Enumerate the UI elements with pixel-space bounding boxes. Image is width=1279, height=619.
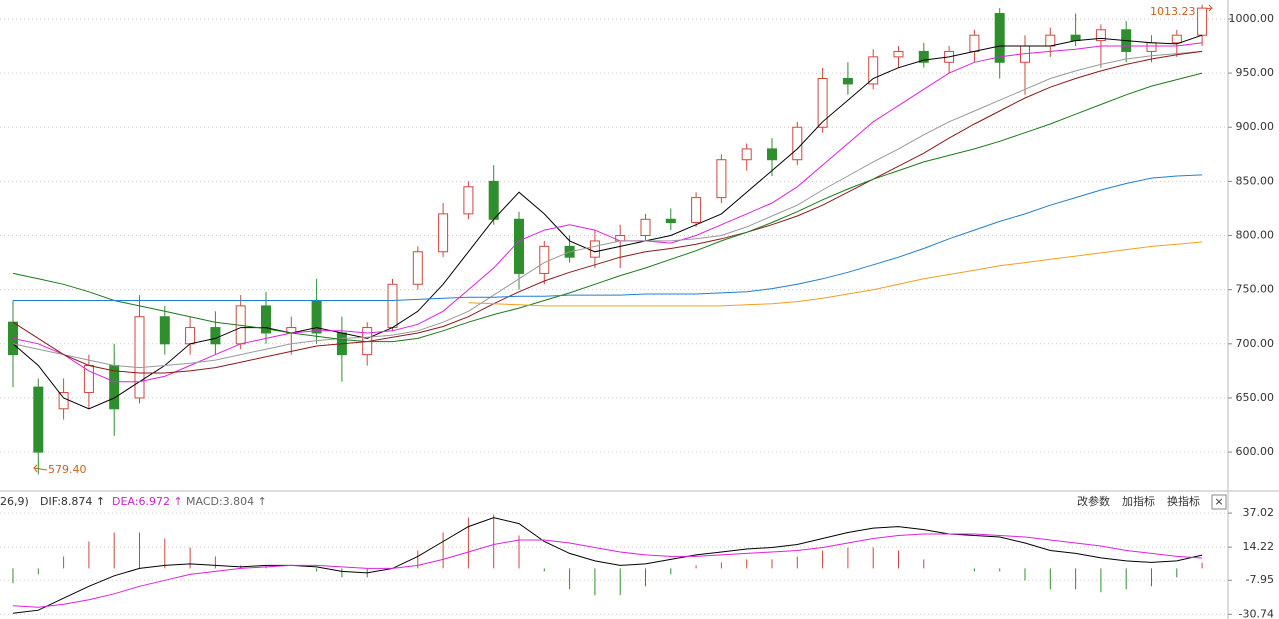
candle-body	[1171, 34, 1182, 44]
candle-body	[539, 245, 550, 274]
candle-body	[33, 386, 44, 453]
candle-body	[1095, 29, 1106, 42]
y-tick-label: 850.00	[1236, 174, 1275, 187]
candle-body	[842, 78, 853, 85]
y-tick-label: -7.95	[1246, 573, 1274, 586]
candle-body	[640, 218, 651, 237]
y-tick-label: -30.74	[1239, 607, 1274, 619]
y-tick-label: 800.00	[1236, 229, 1275, 242]
high-annotation: 1013.23	[1150, 5, 1196, 18]
button[interactable]: 改参数	[1077, 494, 1110, 508]
close-box[interactable]	[1211, 494, 1227, 510]
candle-body	[615, 235, 626, 242]
candle-body	[589, 240, 600, 258]
ma-line	[12, 533, 1203, 608]
candle-body	[514, 218, 524, 274]
ma-line	[12, 50, 1203, 369]
macd-label: MACD:3.804 ↑	[186, 495, 267, 508]
candle-body	[488, 180, 499, 220]
candle-body	[134, 316, 145, 399]
candle-body	[716, 159, 727, 199]
candle-body	[438, 213, 449, 253]
candle-body	[767, 148, 777, 161]
y-tick-label: 900.00	[1236, 120, 1275, 133]
candle-body	[1146, 42, 1157, 52]
ma-line	[13, 174, 1203, 301]
y-tick-label: 700.00	[1236, 337, 1275, 350]
low-annotation: 579.40	[48, 463, 87, 476]
candle-body	[665, 218, 676, 224]
candle-body	[8, 321, 18, 356]
button[interactable]: 换指标	[1167, 494, 1200, 508]
ma-line	[12, 50, 1203, 374]
y-tick-label: 750.00	[1236, 283, 1275, 296]
y-tick-label: 1000.00	[1229, 12, 1275, 25]
y-tick-label: 600.00	[1236, 445, 1275, 458]
candle-body	[387, 283, 398, 329]
candle-body	[1070, 34, 1081, 42]
y-tick-label: 650.00	[1236, 391, 1275, 404]
candle-body	[412, 251, 423, 285]
ma-line	[12, 517, 1203, 614]
candle-body	[792, 126, 803, 161]
candle-body	[741, 148, 752, 161]
candle-body	[1197, 7, 1208, 36]
button[interactable]: 加指标	[1122, 494, 1155, 508]
ma-line	[468, 241, 1203, 307]
candle-body	[109, 364, 120, 410]
candle-body	[210, 327, 221, 345]
ma-line	[12, 34, 1203, 410]
dea-label: DEA:6.972 ↑	[112, 495, 183, 508]
candle-body	[994, 13, 1005, 63]
dif-label: DIF:8.874 ↑	[40, 495, 105, 508]
candle-body	[83, 364, 94, 394]
candle-body	[159, 316, 170, 345]
ma-line	[12, 72, 1203, 343]
candle-body	[463, 186, 474, 215]
low-arrow	[32, 464, 48, 473]
candle-body	[969, 34, 980, 52]
close-button[interactable]: ×	[1214, 495, 1223, 508]
candle-body	[691, 197, 702, 224]
y-tick-label: 950.00	[1236, 66, 1275, 79]
y-tick-label: 14.22	[1243, 540, 1275, 553]
candle-body	[58, 392, 69, 410]
candle-body	[893, 50, 904, 58]
candle-body	[817, 78, 828, 128]
candle-body	[918, 50, 929, 63]
candle-body	[868, 56, 879, 85]
candle-body	[261, 305, 271, 334]
candle-body	[1045, 34, 1056, 47]
ma-line	[12, 42, 1203, 383]
macd-params: 26,9)	[0, 495, 29, 508]
candle-body	[185, 327, 196, 345]
y-tick-label: 37.02	[1243, 506, 1275, 519]
